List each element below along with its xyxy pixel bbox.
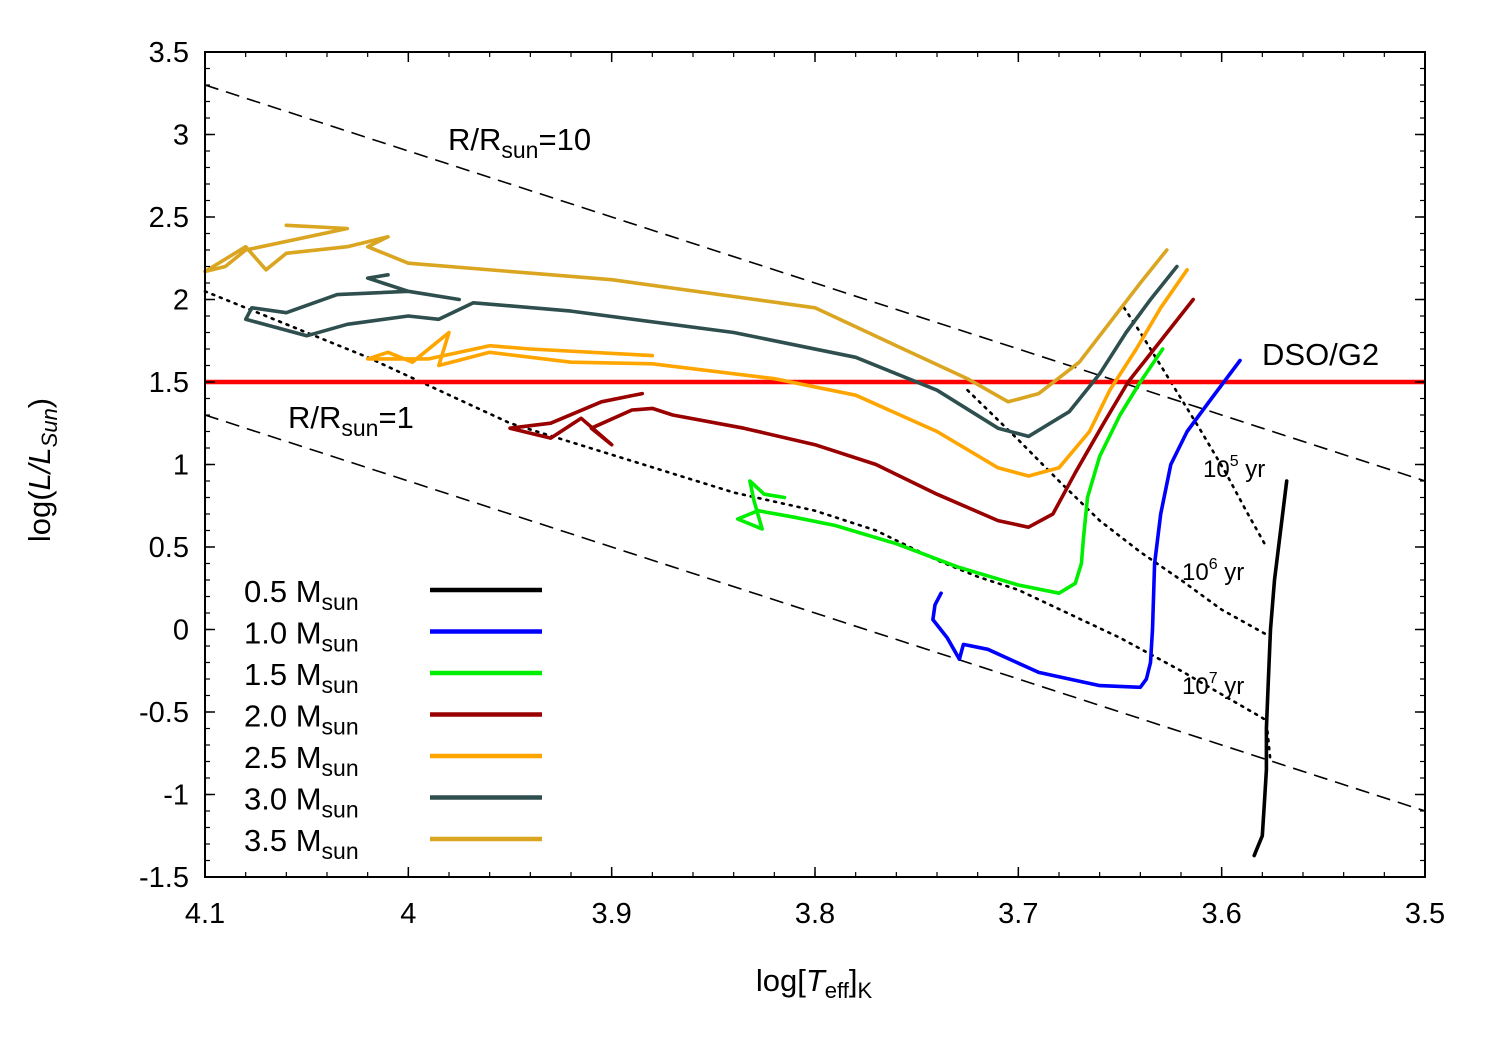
y-tick-label: 1.5 (149, 367, 189, 399)
legend-entry-label: 3.0 Msun (244, 782, 359, 823)
x-tick-label: 4 (400, 898, 416, 930)
isochrone-lines (203, 289, 1272, 763)
y-tick-label: -1.5 (139, 862, 189, 894)
x-tick-label: 3.7 (998, 898, 1038, 930)
track-line-7 (203, 223, 1169, 404)
isochrone-line-2 (966, 388, 1268, 636)
radius-1-label: R/Rsun=1 (288, 400, 414, 441)
radius-reference-lines (204, 84, 1426, 812)
track-line-3 (735, 347, 1165, 596)
isochrone-label-2: 106 yr (1182, 556, 1244, 586)
track-line-1 (1252, 479, 1289, 858)
y-tick-label: 0.5 (149, 532, 189, 564)
legend-entry-label: 2.0 Msun (244, 699, 359, 740)
track-line-5 (365, 267, 1189, 478)
y-tick-label: 0 (173, 615, 189, 647)
y-tick-label: 2 (173, 285, 189, 317)
y-axis-title: log(L/LSun) (22, 398, 62, 542)
dso-g2-label: DSO/G2 (1262, 337, 1379, 372)
legend-entry-label: 1.0 Msun (244, 616, 359, 657)
x-tick-label: 4.1 (185, 898, 225, 930)
y-tick-label: -1 (163, 780, 189, 812)
radius-10-label: R/Rsun=10 (448, 122, 591, 163)
legend-entry-label: 0.5 Msun (244, 574, 359, 615)
track-line-2 (931, 358, 1242, 690)
radius-line-2 (204, 414, 1426, 812)
evolution-tracks (203, 223, 1289, 858)
annotations: R/Rsun=10 R/Rsun=1 DSO/G2 105 yr 106 yr 107 y… (288, 122, 1379, 700)
y-tick-label: 3 (173, 120, 189, 152)
y-tick-label: -0.5 (139, 697, 189, 729)
axis-ticks: 4.1 4 3.9 3.8 3.7 3.6 3.5 3.5 3 2.5 2 1.5 1 0.5 0 -0.5 -… (139, 37, 1445, 930)
x-tick-label: 3.8 (795, 898, 835, 930)
track-line-6 (243, 264, 1179, 439)
isochrone-line-1 (203, 289, 1272, 763)
x-tick-label: 3.5 (1405, 898, 1445, 930)
legend-entry-label: 3.5 Msun (244, 823, 359, 864)
y-tick-label: 3.5 (149, 37, 189, 69)
legend-entry-label: 2.5 Msun (244, 740, 359, 781)
track-line-4 (508, 297, 1195, 530)
radius-line-1 (204, 84, 1426, 482)
isochrone-label-1: 105 yr (1203, 453, 1265, 483)
y-tick-label: 2.5 (149, 202, 189, 234)
x-tick-label: 3.9 (592, 898, 632, 930)
legend-entry-label: 1.5 Msun (244, 657, 359, 698)
x-tick-label: 3.6 (1202, 898, 1242, 930)
y-tick-label: 1 (173, 450, 189, 482)
isochrone-label-3: 107 yr (1182, 670, 1244, 700)
x-axis-title: log[Teff]K (756, 963, 873, 1003)
